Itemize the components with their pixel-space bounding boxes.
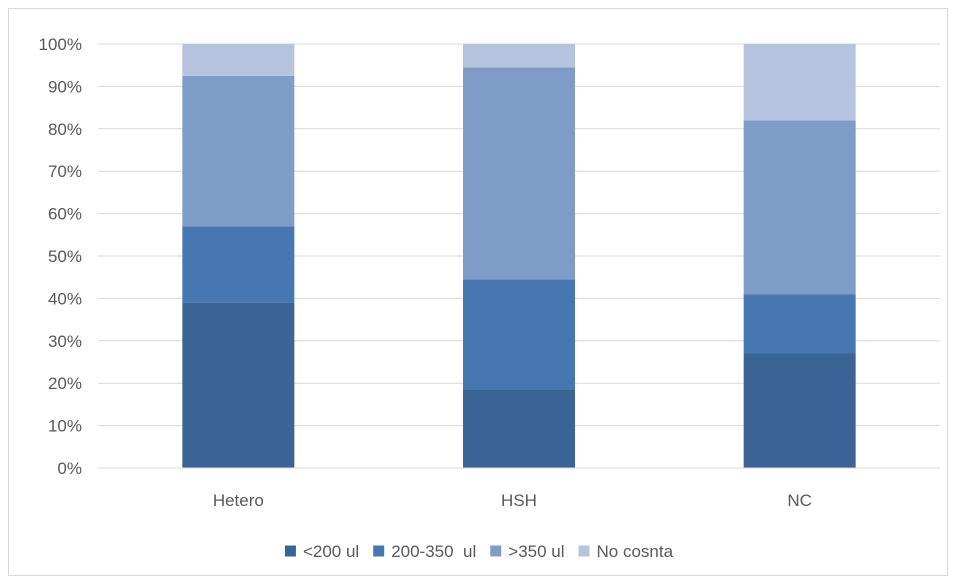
y-tick-label-100: 100%	[39, 35, 82, 54]
legend-label-200-ul: <200 ul	[303, 542, 359, 561]
bar-hetero-200-350-ul	[182, 226, 295, 303]
x-tick-label-nc: NC	[787, 491, 812, 510]
bar-group-nc	[743, 44, 856, 468]
y-tick-label-0: 0%	[57, 459, 82, 478]
y-axis: 0% 10% 20% 30% 40% 50% 60% 70% 80% 90% 100%	[39, 35, 82, 478]
legend-item-no-cosnta: No cosnta	[578, 542, 674, 561]
bar-hetero-no-cosnta	[182, 44, 295, 76]
x-axis: Hetero HSH NC	[98, 467, 940, 510]
legend-swatch-350-ul	[490, 545, 502, 557]
bar-hsh-350-ul	[463, 67, 575, 280]
legend-label-200-350-ul: 200-350 ul	[391, 542, 476, 561]
bar-hsh-200-350-ul	[463, 279, 575, 390]
legend-item-200-ul: <200 ul	[284, 542, 359, 561]
legend-swatch-200-ul	[284, 545, 296, 557]
legend-swatch-no-cosnta	[578, 545, 590, 557]
bars	[182, 44, 856, 468]
bar-nc-350-ul	[743, 120, 856, 295]
y-tick-label-80: 80%	[48, 120, 82, 139]
bar-nc-200-350-ul	[743, 294, 856, 354]
bar-hetero-350-ul	[182, 75, 295, 227]
bar-nc-200-ul	[743, 353, 856, 468]
y-tick-label-40: 40%	[48, 289, 82, 308]
y-tick-label-50: 50%	[48, 247, 82, 266]
y-tick-label-60: 60%	[48, 205, 82, 224]
legend-label-350-ul: >350 ul	[508, 542, 564, 561]
y-tick-label-30: 30%	[48, 332, 82, 351]
bar-hetero-200-ul	[182, 302, 295, 468]
bar-group-hsh	[463, 44, 575, 468]
legend-swatch-200-350-ul	[373, 545, 385, 557]
legend: <200 ul 200-350 ul >350 ul No cosnta	[284, 542, 674, 561]
y-tick-label-70: 70%	[48, 162, 82, 181]
legend-item-350-ul: >350 ul	[490, 542, 565, 561]
y-tick-label-20: 20%	[48, 374, 82, 393]
bar-hsh-200-ul	[463, 389, 575, 468]
bar-hsh-no-cosnta	[463, 44, 575, 68]
bar-nc-no-cosnta	[743, 44, 856, 121]
legend-label-no-cosnta: No cosnta	[597, 542, 674, 561]
bar-group-hetero	[182, 44, 295, 468]
y-tick-label-90: 90%	[48, 77, 82, 96]
y-tick-label-10: 10%	[48, 417, 82, 436]
x-tick-label-hsh: HSH	[501, 491, 537, 510]
x-tick-label-hetero: Hetero	[213, 491, 264, 510]
legend-item-200-350-ul: 200-350 ul	[373, 542, 476, 561]
